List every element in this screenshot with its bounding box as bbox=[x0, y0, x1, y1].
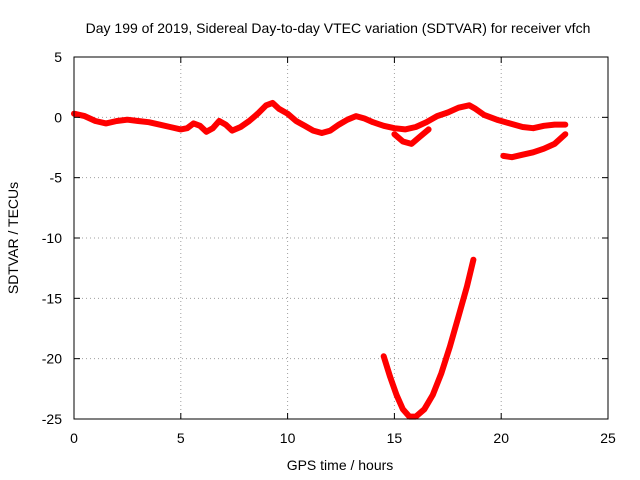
y-axis-label: SDTVAR / TECUs bbox=[5, 182, 21, 294]
y-tick-label: -5 bbox=[50, 170, 63, 186]
data-series bbox=[71, 99, 569, 420]
grid-lines bbox=[74, 57, 608, 419]
x-tick-labels: 0 5 10 15 20 25 bbox=[70, 430, 616, 446]
series-line-late bbox=[500, 131, 569, 161]
x-tick-label: 25 bbox=[600, 430, 616, 446]
axis-ticks bbox=[73, 56, 609, 420]
x-tick-label: 10 bbox=[280, 430, 296, 446]
chart-title: Day 199 of 2019, Sidereal Day-to-day VTE… bbox=[86, 20, 591, 36]
y-tick-label: -20 bbox=[42, 351, 62, 367]
y-tick-label: -10 bbox=[42, 230, 62, 246]
y-tick-label: -15 bbox=[42, 290, 62, 306]
x-tick-label: 20 bbox=[493, 430, 509, 446]
y-tick-label: 5 bbox=[54, 49, 62, 65]
series-line-branch bbox=[391, 126, 432, 147]
y-tick-labels: -25 -20 -15 -10 -5 0 5 bbox=[42, 49, 62, 427]
x-tick-label: 15 bbox=[387, 430, 403, 446]
series-line-dip bbox=[380, 256, 477, 420]
x-axis-label: GPS time / hours bbox=[287, 457, 394, 473]
series-line-main bbox=[71, 99, 569, 136]
x-tick-label: 0 bbox=[70, 430, 78, 446]
y-tick-label: -25 bbox=[42, 411, 62, 427]
x-tick-label: 5 bbox=[177, 430, 185, 446]
y-tick-label: 0 bbox=[54, 109, 62, 125]
